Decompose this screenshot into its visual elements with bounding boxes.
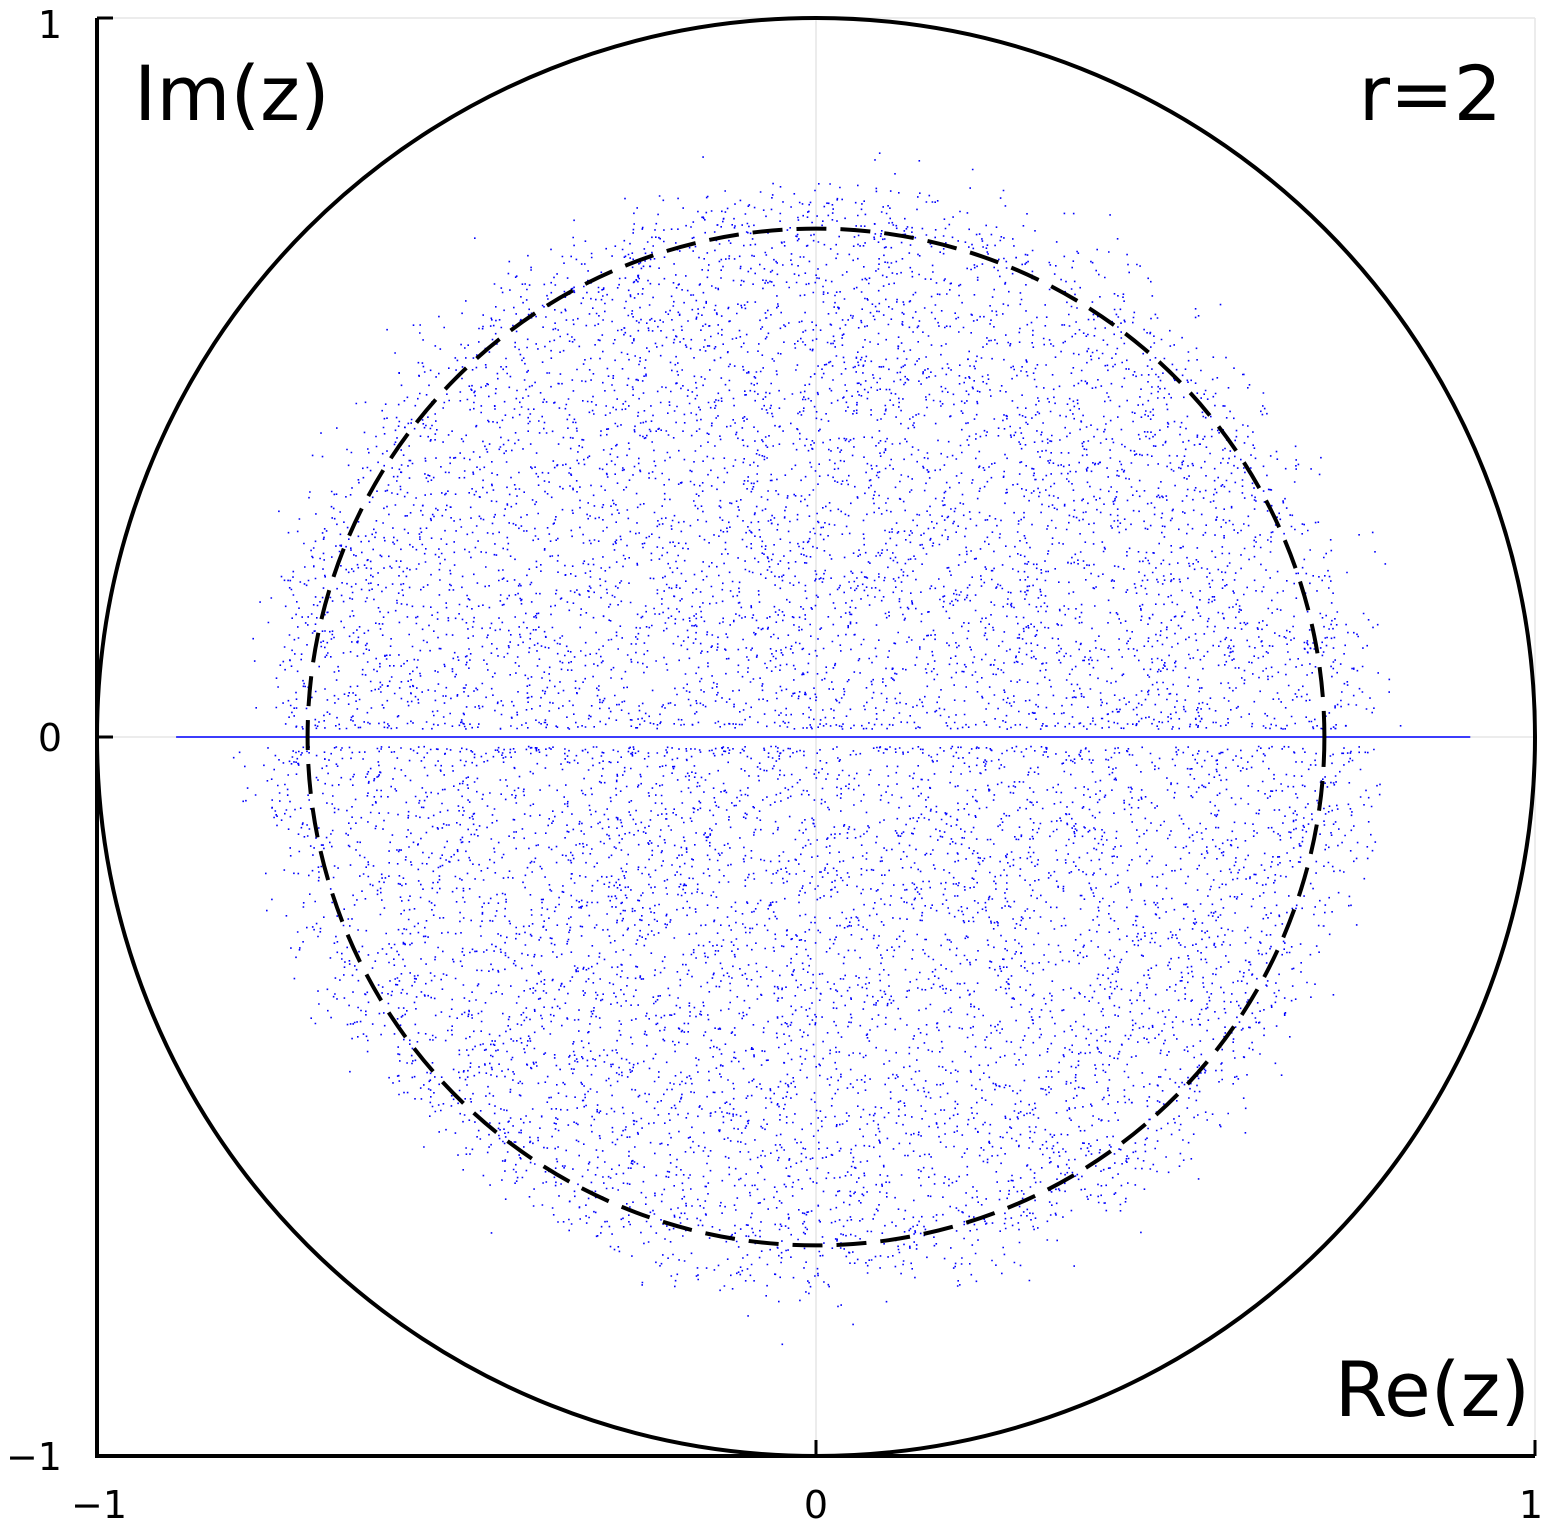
- y-tick-label: 1: [38, 3, 62, 47]
- y-tick-label: 0: [38, 716, 62, 760]
- scatter-point-cloud: [232, 152, 1402, 1346]
- annotation-r: r=2: [1359, 49, 1502, 138]
- x-tick-label: −1: [71, 1483, 127, 1521]
- x-tick-label: 0: [804, 1483, 828, 1521]
- y-tick-label: −1: [6, 1435, 62, 1479]
- x-tick-label: 1: [1519, 1483, 1543, 1521]
- ylabel: Im(z): [134, 49, 330, 138]
- dashed-reference-circle: [305, 226, 1327, 1248]
- points-layer: [176, 152, 1471, 1346]
- xlabel: Re(z): [1335, 1345, 1530, 1434]
- ticks-layer: −1 0 1 −1 0 1: [6, 3, 1543, 1521]
